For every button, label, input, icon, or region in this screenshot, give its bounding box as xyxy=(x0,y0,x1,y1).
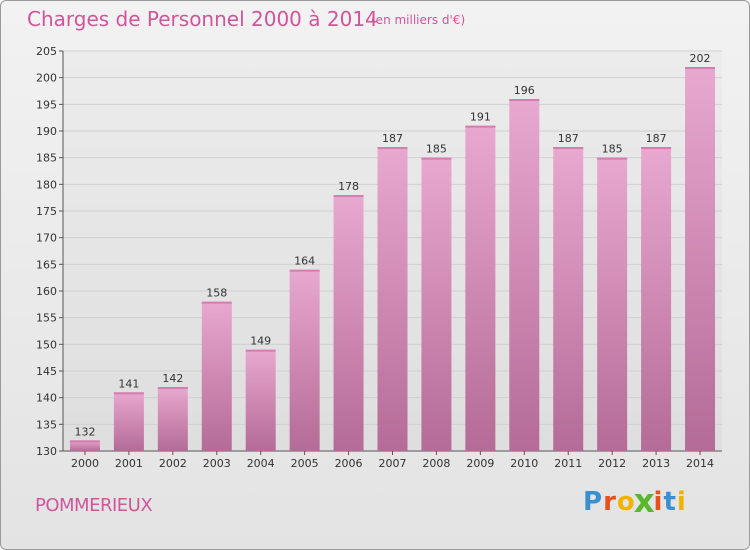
bar-top-edge xyxy=(245,349,276,352)
data-label-2014: 202 xyxy=(690,52,711,65)
data-label-2007: 187 xyxy=(382,132,403,145)
bar-2011 xyxy=(553,147,584,451)
bar-top-edge xyxy=(509,99,540,101)
data-label-2013: 187 xyxy=(646,132,667,145)
bar-top-edge xyxy=(421,157,452,160)
chart-subtitle: (en milliers d'€) xyxy=(371,13,466,27)
logo-letter: o xyxy=(616,487,636,517)
y-tick-label: 205 xyxy=(36,45,57,58)
bar-2005 xyxy=(289,269,320,451)
bar-top-edge xyxy=(69,440,100,443)
data-label-2001: 141 xyxy=(118,377,139,390)
proxiti-logo: Proxiti xyxy=(583,483,687,521)
bar-top-edge xyxy=(685,67,716,69)
bar-2006 xyxy=(333,195,364,451)
y-tick-label: 135 xyxy=(36,418,57,431)
y-tick-label: 140 xyxy=(36,392,57,405)
y-tick-label: 160 xyxy=(36,285,57,298)
y-tick-label: 175 xyxy=(36,205,57,218)
x-tick-label-2014: 2014 xyxy=(686,457,714,470)
bar-2004 xyxy=(245,349,276,451)
bar-2007 xyxy=(377,147,408,451)
bar-2002 xyxy=(157,387,188,451)
bar-top-edge xyxy=(641,147,672,149)
bar-top-edge xyxy=(333,195,364,197)
y-tick-label: 155 xyxy=(36,312,57,325)
x-tick-label-2010: 2010 xyxy=(510,457,538,470)
chart-title: Charges de Personnel 2000 à 2014 xyxy=(27,7,378,31)
y-tick-label: 190 xyxy=(36,125,57,138)
y-tick-label: 195 xyxy=(36,98,57,111)
x-tick-label-2007: 2007 xyxy=(379,457,407,470)
y-tick-label: 165 xyxy=(36,258,57,271)
x-tick-label-2011: 2011 xyxy=(554,457,582,470)
logo-letter: P xyxy=(583,487,604,517)
data-label-2009: 191 xyxy=(470,111,491,124)
data-label-2011: 187 xyxy=(558,132,579,145)
bar-top-edge xyxy=(289,269,320,272)
x-tick-label-2005: 2005 xyxy=(291,457,319,470)
data-label-2004: 149 xyxy=(250,335,271,348)
data-label-2008: 185 xyxy=(426,143,447,156)
y-tick-label: 200 xyxy=(36,72,57,85)
x-tick-label-2008: 2008 xyxy=(422,457,450,470)
x-tick-label-2009: 2009 xyxy=(466,457,494,470)
y-tick-label: 130 xyxy=(36,445,57,458)
bar-2013 xyxy=(641,147,672,451)
bar-top-edge xyxy=(597,157,628,160)
logo-letter: i xyxy=(676,487,687,517)
data-label-2005: 164 xyxy=(294,255,315,268)
logo-letter: i xyxy=(653,487,664,517)
logo-letter: r xyxy=(603,487,617,517)
bar-2001 xyxy=(113,392,144,451)
logo-letter: x xyxy=(633,483,656,521)
bar-2008 xyxy=(421,157,452,451)
x-tick-label-2002: 2002 xyxy=(159,457,187,470)
x-tick-label-2013: 2013 xyxy=(642,457,670,470)
data-label-2012: 185 xyxy=(602,143,623,156)
x-tick-label-2004: 2004 xyxy=(247,457,275,470)
y-tick-label: 185 xyxy=(36,152,57,165)
x-tick-label-2000: 2000 xyxy=(71,457,99,470)
data-label-2002: 142 xyxy=(162,372,183,385)
y-tick-label: 150 xyxy=(36,338,57,351)
x-tick-label-2006: 2006 xyxy=(335,457,363,470)
bar-2010 xyxy=(509,99,540,451)
data-label-2006: 178 xyxy=(338,180,359,193)
bar-2003 xyxy=(201,301,232,451)
bar-2014 xyxy=(685,67,716,451)
bar-top-edge xyxy=(377,147,408,149)
bar-top-edge xyxy=(553,147,584,149)
data-label-2000: 132 xyxy=(74,425,95,438)
x-tick-label-2003: 2003 xyxy=(203,457,231,470)
bar-2009 xyxy=(465,125,496,452)
logo-letter: t xyxy=(663,487,677,517)
x-tick-label-2012: 2012 xyxy=(598,457,626,470)
commune-name: POMMERIEUX xyxy=(35,495,153,516)
bar-2000 xyxy=(69,440,100,451)
x-tick-label-2001: 2001 xyxy=(115,457,143,470)
y-tick-label: 145 xyxy=(36,365,57,378)
bar-top-edge xyxy=(157,387,188,389)
bar-top-edge xyxy=(113,392,144,395)
y-tick-label: 170 xyxy=(36,232,57,245)
bar-2012 xyxy=(597,157,628,451)
y-tick-label: 180 xyxy=(36,178,57,191)
data-label-2010: 196 xyxy=(514,84,535,97)
bar-top-edge xyxy=(201,301,232,304)
bar-top-edge xyxy=(465,125,496,128)
data-label-2003: 158 xyxy=(206,287,227,300)
